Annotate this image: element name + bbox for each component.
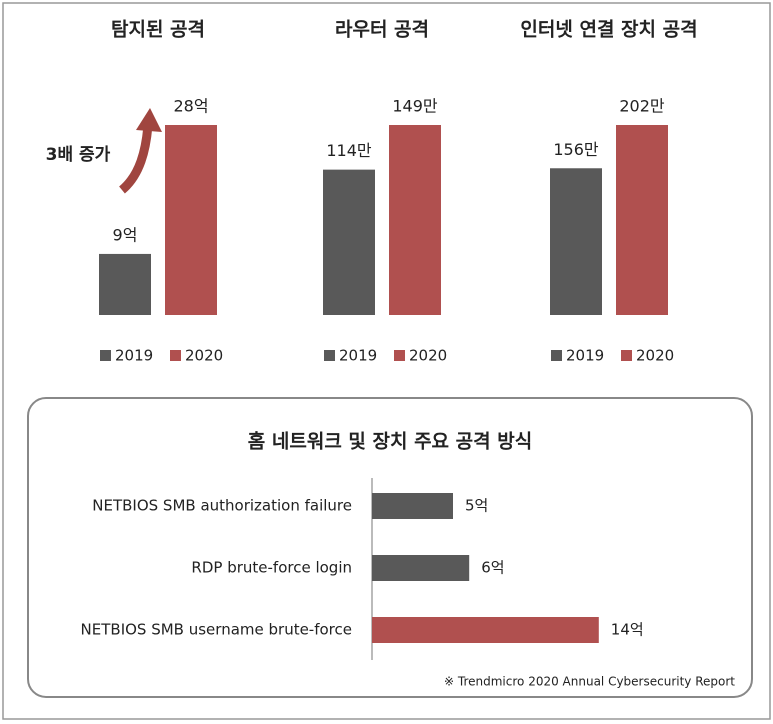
legend-label: 2019 xyxy=(339,347,377,365)
value-label: 114만 xyxy=(326,141,372,160)
chart-title: 홈 네트워크 및 장치 주요 공격 방식 xyxy=(248,430,532,453)
value-label: 149만 xyxy=(392,97,438,116)
bar xyxy=(165,125,217,315)
legend-swatch xyxy=(551,350,562,361)
category-label: NETBIOS SMB username brute-force xyxy=(81,621,352,639)
legend-swatch xyxy=(324,350,335,361)
arrow-head xyxy=(136,108,162,132)
legend-swatch xyxy=(394,350,405,361)
value-label: 14억 xyxy=(611,621,644,639)
increase-arrow xyxy=(118,124,153,194)
value-label: 6억 xyxy=(481,559,504,577)
legend-swatch xyxy=(621,350,632,361)
legend-label: 2020 xyxy=(409,347,447,365)
value-label: 202만 xyxy=(619,97,665,116)
legend-label: 2019 xyxy=(115,347,153,365)
chart-title: 라우터 공격 xyxy=(335,19,429,41)
legend-swatch xyxy=(100,350,111,361)
bar xyxy=(372,555,470,581)
annotation: 3배 증가 xyxy=(46,145,111,165)
value-label: 28억 xyxy=(173,97,208,116)
bar xyxy=(372,617,599,643)
category-label: RDP brute-force login xyxy=(191,559,352,577)
value-label: 5억 xyxy=(465,497,488,515)
source-note: ※ Trendmicro 2020 Annual Cybersecurity R… xyxy=(444,675,735,689)
bar xyxy=(616,125,668,315)
chart-title: 탐지된 공격 xyxy=(111,19,205,41)
legend-swatch xyxy=(170,350,181,361)
value-label: 9억 xyxy=(113,225,138,244)
chart-title: 인터넷 연결 장치 공격 xyxy=(520,19,697,41)
legend-label: 2020 xyxy=(636,347,674,365)
bar xyxy=(389,125,441,315)
value-label: 156만 xyxy=(553,140,599,159)
bar xyxy=(550,168,602,315)
bar xyxy=(99,253,151,315)
bar xyxy=(372,493,453,519)
category-label: NETBIOS SMB authorization failure xyxy=(92,497,352,515)
legend-label: 2020 xyxy=(185,347,223,365)
legend-label: 2019 xyxy=(566,347,604,365)
bar xyxy=(323,169,375,315)
